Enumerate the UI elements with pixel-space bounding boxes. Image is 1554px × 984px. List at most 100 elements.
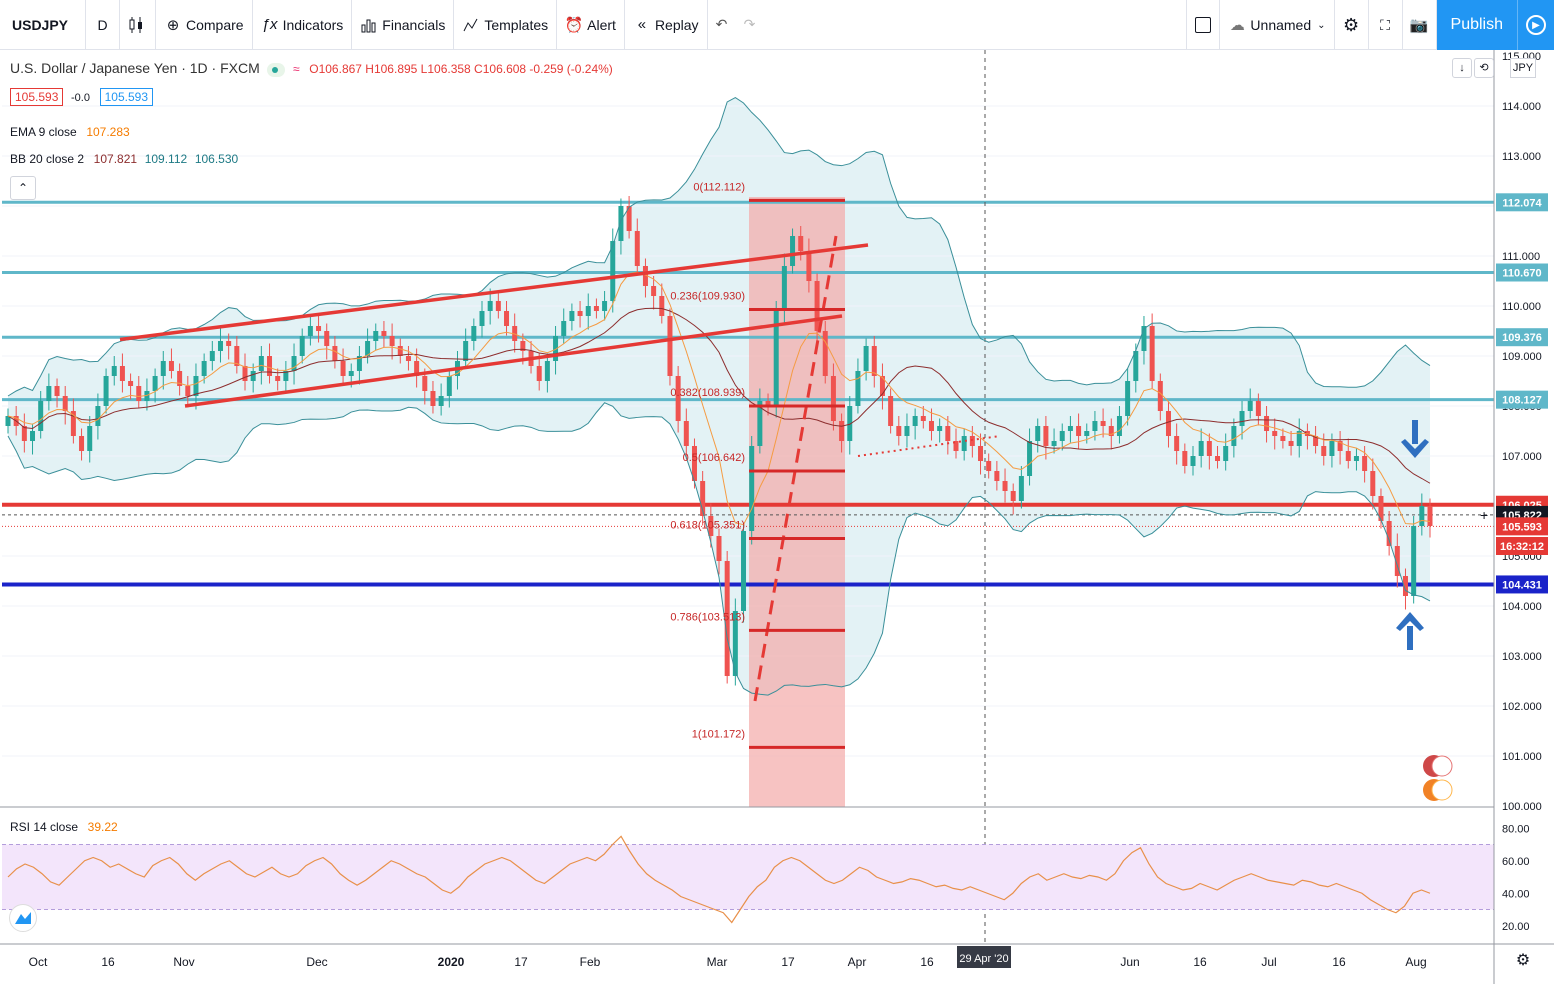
rsi-tick-label: 40.00 [1502, 888, 1530, 900]
down-arrow[interactable] [1401, 420, 1429, 458]
candle-body [741, 531, 747, 611]
crosshair-plus-icon[interactable]: + [1480, 507, 1488, 523]
candle-body [1427, 506, 1433, 526]
candle-body [1198, 441, 1204, 456]
candle-body [683, 421, 689, 446]
candle-body [1157, 381, 1163, 411]
candle-body [716, 536, 722, 561]
chart-settings-button[interactable]: ⚙ [1512, 950, 1534, 972]
interval-button[interactable]: D [86, 0, 120, 50]
bb-basis-line [7, 307, 1431, 484]
candle-body [324, 331, 330, 346]
candle-body [1035, 426, 1041, 441]
publish-button[interactable]: Publish [1436, 0, 1517, 50]
candle-body [332, 346, 338, 361]
fib-trend-line[interactable] [753, 235, 838, 702]
channel-lower-line[interactable] [184, 314, 843, 408]
candle-body [217, 341, 223, 351]
candle-body [299, 336, 305, 356]
price-tag-bg [1496, 390, 1548, 409]
candle-body [111, 366, 117, 376]
candle-body [168, 361, 174, 371]
candle-body [1362, 456, 1368, 471]
alert-button[interactable]: ⏰ Alert [557, 0, 625, 50]
bb-basis-value: 107.821 [93, 152, 138, 166]
scroll-down-button[interactable]: ↓ [1452, 58, 1472, 78]
symbol-search-button[interactable]: USDJPY [0, 0, 86, 50]
legend-title: U.S. Dollar / Japanese Yen · 1D · FXCM [10, 60, 260, 76]
templates-button[interactable]: Templates [454, 0, 558, 50]
candle-body [495, 301, 501, 311]
price-chart[interactable]: 0(112.112) 0.236(109.930) 0.382(108.939) 0.… [0, 50, 1554, 984]
indicators-button[interactable]: ƒx Indicators [253, 0, 353, 50]
redo-button[interactable]: ↷ [736, 0, 764, 50]
candle-body [79, 436, 85, 451]
price-tag-bg [1496, 537, 1548, 555]
price-tag[interactable]: 104.431 [1496, 575, 1548, 594]
price-tag[interactable]: 112.074 [1496, 193, 1548, 212]
candle-body [1076, 426, 1082, 436]
fib-level-label: 0.382(108.939) [670, 387, 745, 399]
price-tag[interactable]: 16:32:12 [1496, 537, 1548, 555]
spread-value: -0.0 [71, 92, 90, 104]
replay-label: Replay [654, 16, 699, 33]
candle-body [463, 341, 469, 361]
candle-body [1239, 411, 1245, 426]
price-tag-bg [1496, 193, 1548, 212]
drawings[interactable] [119, 235, 1429, 702]
bb-upper-value: 109.112 [144, 152, 188, 166]
candle-body [634, 231, 640, 266]
bb-legend[interactable]: BB 20 close 2 107.821 109.112 106.530 [10, 151, 238, 166]
candle-body [1149, 326, 1155, 381]
fib-retracement[interactable]: 0(112.112) 0.236(109.930) 0.382(108.939) 0.… [670, 181, 845, 749]
currency-badge[interactable]: JPY [1510, 58, 1536, 78]
undo-button[interactable]: ↶ [708, 0, 736, 50]
currency-label: JPY [1512, 62, 1534, 74]
candle-body [1190, 456, 1196, 466]
candle-body [618, 206, 624, 241]
candle-body [128, 381, 134, 386]
chart-type-button[interactable] [120, 0, 156, 50]
settings-button[interactable]: ⚙ [1335, 0, 1369, 50]
price-tag[interactable]: 109.376 [1496, 328, 1548, 347]
bid-price-box[interactable]: 105.593 [10, 88, 64, 106]
candle-body [928, 421, 934, 431]
candle-body [659, 296, 665, 316]
reset-scale-button[interactable]: ⟲ [1474, 58, 1494, 78]
price-tag-label: 110.670 [1502, 268, 1541, 280]
candle-body [87, 426, 93, 451]
candle-body [103, 376, 109, 406]
ema-line [7, 271, 1431, 526]
layout-name-button[interactable]: ☁ Unnamed ⌄ [1220, 0, 1335, 50]
cloud-icon: ☁ [1229, 17, 1245, 34]
price-tag[interactable]: 108.127 [1496, 390, 1548, 409]
alert-label: Alert [587, 16, 616, 33]
up-arrow[interactable] [1396, 612, 1424, 650]
events-icon[interactable] [1420, 752, 1456, 804]
candle-body [1100, 421, 1106, 426]
publish-menu-button[interactable]: ▶ [1517, 0, 1554, 50]
square-icon [1195, 17, 1212, 33]
crosshair-date-bg [957, 946, 1011, 968]
ask-price-box[interactable]: 105.593 [99, 88, 153, 106]
fib-level-label: 1(101.172) [692, 728, 745, 740]
candle-body [1288, 441, 1294, 446]
snapshot-button[interactable]: 📷 [1403, 0, 1437, 50]
candle-body [316, 326, 322, 331]
price-tag[interactable]: 105.593 [1496, 517, 1548, 536]
candle-body [356, 356, 362, 371]
replay-button[interactable]: « Replay [625, 0, 708, 50]
candle-body [348, 371, 354, 376]
channel-upper-line[interactable] [119, 243, 869, 342]
collapse-legend-button[interactable]: ⌃ [10, 176, 36, 200]
fullscreen-button[interactable]: ⛶ [1369, 0, 1403, 50]
layout-toggle-button[interactable] [1186, 0, 1221, 50]
tradingview-logo[interactable] [9, 904, 37, 932]
rsi-legend[interactable]: RSI 14 close 39.22 [10, 819, 118, 834]
financials-button[interactable]: Financials [352, 0, 455, 50]
ema-label: EMA 9 close [10, 125, 77, 139]
price-tag[interactable]: 110.670 [1496, 263, 1548, 282]
compare-button[interactable]: ⊕ Compare [156, 0, 253, 50]
candle-body [1002, 481, 1008, 491]
ema-legend[interactable]: EMA 9 close 107.283 [10, 124, 130, 139]
